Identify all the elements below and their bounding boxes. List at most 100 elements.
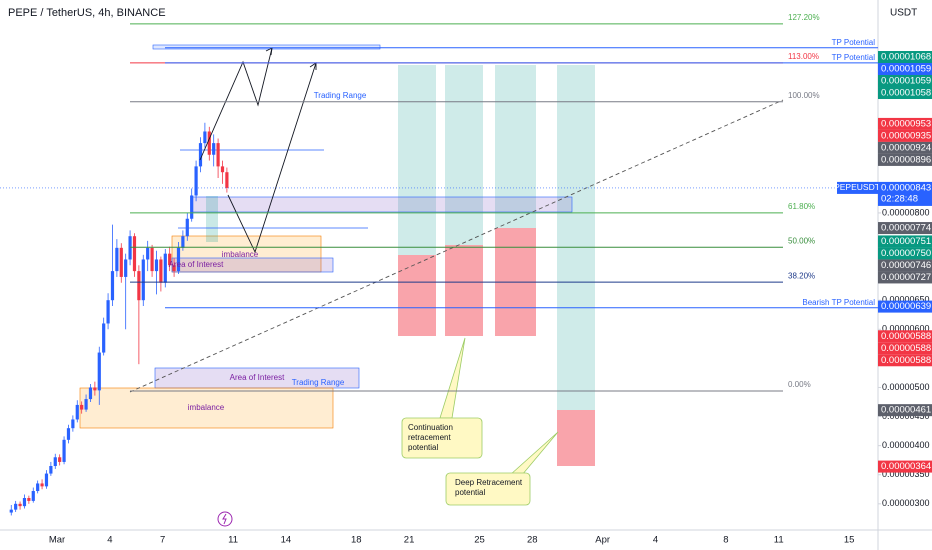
profit-zone [445, 65, 483, 245]
candle-body [22, 498, 27, 507]
x-tick-label: 15 [844, 535, 855, 546]
price-tag [878, 117, 932, 130]
annotation: Trading Range [292, 378, 345, 387]
callout-text: Continuation retracement potential [408, 423, 453, 452]
x-tick-label: 11 [228, 535, 238, 546]
fib-label: 50.00% [788, 236, 815, 245]
candle-body [66, 428, 71, 440]
candle-body [75, 404, 79, 420]
candle-body [110, 271, 115, 301]
candle-body [40, 483, 44, 487]
fib-label: 100.00% [788, 91, 820, 100]
price-tag-label: 0.00000588 [881, 331, 931, 342]
target-label: TP Potential [832, 38, 876, 47]
price-tag-label: 0.00000461 [881, 405, 931, 416]
price-tag-label: 0.00001068 [881, 52, 931, 63]
x-tick-label: 18 [351, 535, 362, 546]
candle-body [225, 172, 229, 188]
imbalance-zone [79, 387, 334, 429]
loss-zone [557, 410, 595, 466]
y-tick-label: 0.00000350 [882, 469, 930, 479]
candle-body [44, 473, 49, 487]
candle-body [190, 195, 194, 219]
zone [152, 44, 381, 50]
candle-body [124, 259, 128, 277]
price-tag-label: 0.00000364 [881, 461, 931, 472]
price-tag [878, 129, 932, 142]
callout-box [445, 472, 531, 506]
fib-label: 61.80% [788, 202, 815, 211]
candle-body [80, 404, 84, 410]
candle-body [49, 466, 53, 474]
candle-body [71, 419, 75, 429]
profit-zone [495, 65, 536, 228]
profit-zone [557, 65, 595, 410]
price-tag-label: 0.00000751 [881, 236, 931, 247]
price-tag-label: 0.00000935 [881, 130, 931, 141]
symbol-tag [837, 181, 878, 194]
last-price-label: 0.00000843 [881, 182, 931, 193]
candle-body [141, 259, 145, 301]
candle-body [207, 131, 211, 155]
price-tag [878, 300, 932, 313]
fib-label: 0.00% [788, 380, 811, 389]
candle-body [36, 483, 40, 492]
candle-body [93, 387, 97, 391]
candle-body [212, 143, 216, 155]
target-label: TP Potential [832, 53, 876, 62]
candles [9, 122, 229, 516]
price-tag-label: 0.00000953 [881, 118, 931, 129]
price-tag [878, 404, 932, 417]
candle-body [88, 387, 93, 400]
price-tag [878, 342, 932, 355]
price-tag [878, 87, 932, 100]
candle-body [128, 236, 132, 260]
y-tick-label: 0.00000500 [882, 382, 930, 392]
price-tag-label: 0.00000896 [881, 154, 931, 165]
x-tick-label: Apr [595, 535, 610, 546]
callouts [401, 337, 559, 506]
price-tag-label: 0.00000750 [881, 248, 931, 259]
candle-body [119, 247, 123, 277]
zone [206, 196, 218, 242]
candle-body [27, 498, 31, 501]
price-tag-label: 0.00001059 [881, 76, 931, 87]
event-icon-bolt [222, 513, 227, 525]
price-tag [878, 247, 932, 260]
price-tag [878, 330, 932, 343]
countdown: 02:28:48 [881, 193, 918, 204]
callout-text: Deep Retracement potential [455, 478, 523, 497]
candle-body [198, 143, 203, 167]
price-tag [878, 259, 932, 272]
y-tick-label: 0.00000300 [882, 498, 930, 508]
annotation: Area of Interest [230, 373, 285, 382]
x-tick-label: 8 [723, 535, 728, 546]
price-tag [878, 354, 932, 367]
candle-body [168, 253, 172, 266]
price-tag [878, 271, 932, 284]
currency: USDT [890, 8, 917, 19]
price-tag [878, 235, 932, 248]
candle-body [31, 491, 35, 501]
candle-body [176, 247, 181, 272]
annotation: imbalance [188, 403, 225, 412]
symbol-name: PEPEUSDT [834, 182, 880, 192]
x-tick-label: 4 [107, 535, 112, 546]
price-tag [878, 460, 932, 473]
candle-body [84, 399, 88, 410]
price-tag-label: 0.00000924 [881, 142, 931, 153]
x-tick-label: 21 [404, 535, 415, 546]
price-tag [878, 153, 932, 166]
loss-zone [445, 245, 483, 336]
price-tag-label: 0.00000774 [881, 223, 931, 234]
imbalance-zone [171, 235, 322, 273]
price-tag [878, 75, 932, 88]
candle-body [14, 503, 18, 510]
candle-body [106, 300, 110, 324]
x-tick-label: 14 [281, 535, 292, 546]
callout-box [401, 417, 483, 459]
candle-body [220, 166, 225, 173]
x-tick-label: 4 [653, 535, 658, 546]
risk-boxes [398, 65, 595, 466]
candle-body [132, 236, 137, 272]
